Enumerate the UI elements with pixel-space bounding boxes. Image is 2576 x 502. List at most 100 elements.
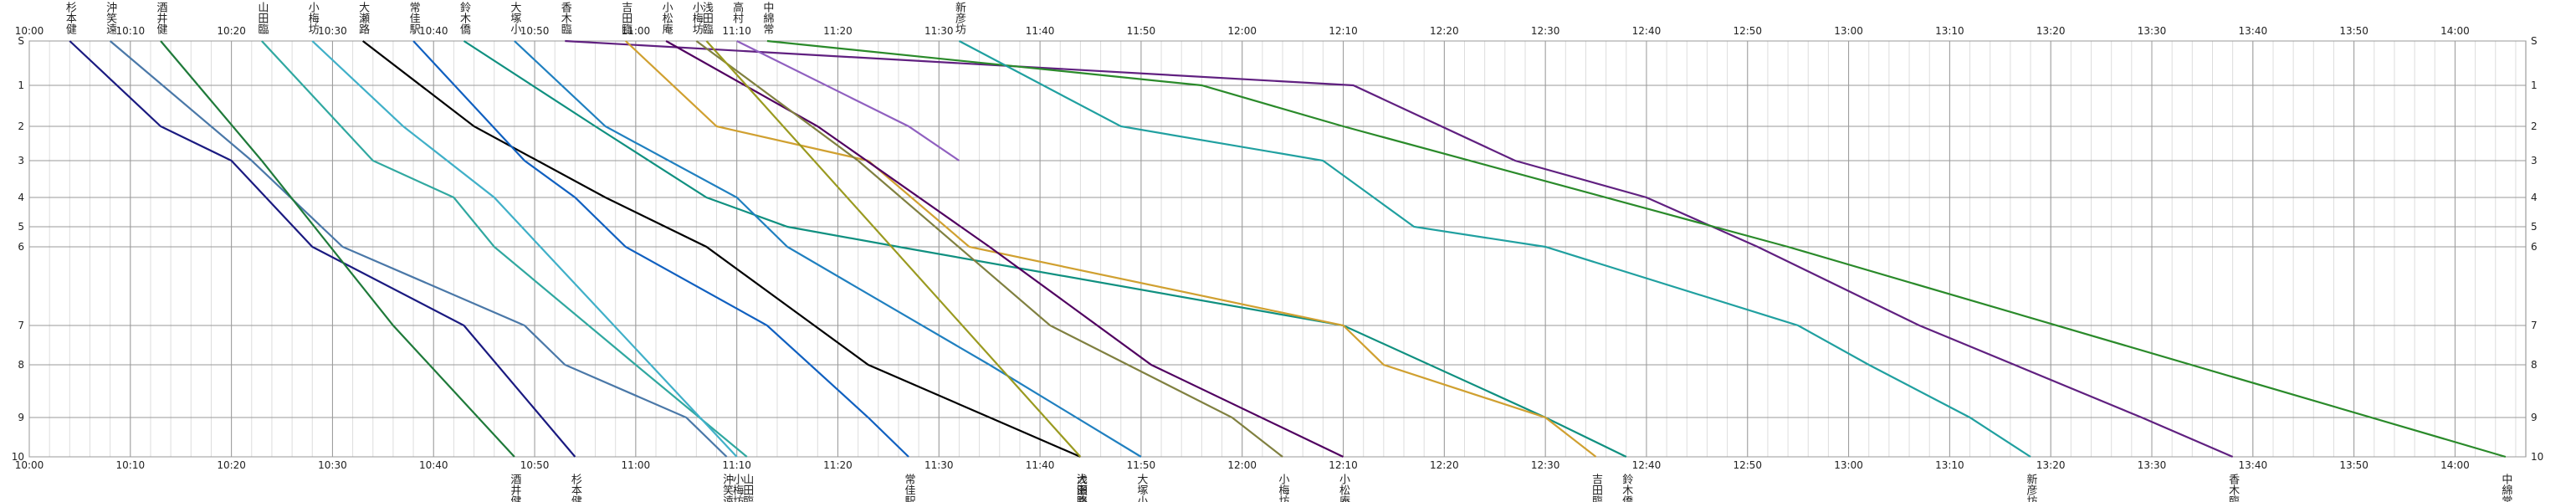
y-tick-label-left: 8 xyxy=(18,359,24,371)
x-tick-label-top: 11:00 xyxy=(622,25,651,37)
x-tick-label-bottom: 10:20 xyxy=(217,459,246,471)
x-tick-label-bottom: 13:00 xyxy=(1834,459,1863,471)
train-label-bottom: 香木臨 xyxy=(2226,474,2240,502)
y-tick-label-right: 2 xyxy=(2531,120,2538,132)
train-label-top: 香木臨 xyxy=(559,2,572,34)
train-line xyxy=(565,39,2234,458)
y-tick-label-left: 2 xyxy=(18,120,24,132)
y-tick-label-right: 4 xyxy=(2531,192,2538,203)
y-tick-label-left: 5 xyxy=(18,221,24,233)
y-tick-label-left: 7 xyxy=(18,320,24,331)
train-label-top: 大瀬路 xyxy=(356,2,370,34)
y-tick-label-right: S xyxy=(2531,35,2538,47)
x-tick-label-bottom: 11:50 xyxy=(1127,459,1156,471)
x-tick-label-top: 13:40 xyxy=(2239,25,2268,37)
train-label-top: 山田臨 xyxy=(255,2,269,34)
x-tick-label-top: 12:10 xyxy=(1329,25,1358,37)
x-tick-label-top: 11:20 xyxy=(823,25,853,37)
train-label-bottom: 鈴木僑 xyxy=(1620,474,1633,502)
y-tick-label-left: 4 xyxy=(18,192,24,203)
x-tick-label-bottom: 11:00 xyxy=(622,459,651,471)
train-label-bottom: 中綿常 xyxy=(2499,474,2512,502)
plot-frame xyxy=(28,40,2527,458)
x-tick-label-bottom: 12:40 xyxy=(1632,459,1662,471)
train-label-top: 小梅坊 xyxy=(306,2,320,35)
x-tick-label-top: 10:40 xyxy=(419,25,448,37)
x-tick-label-top: 13:50 xyxy=(2339,25,2369,37)
x-tick-label-bottom: 10:40 xyxy=(419,459,448,471)
y-tick-label-left: 9 xyxy=(18,412,24,423)
x-tick-label-top: 11:30 xyxy=(924,25,954,37)
y-tick-label-left: S xyxy=(18,35,24,47)
x-tick-label-top: 13:10 xyxy=(1935,25,1964,37)
train-label-bottom: 大塚小 xyxy=(1134,474,1148,502)
train-line xyxy=(362,40,1081,458)
train-line xyxy=(160,40,515,458)
x-tick-label-top: 10:10 xyxy=(116,25,146,37)
train-line xyxy=(705,40,1082,458)
x-tick-label-top: 10:50 xyxy=(520,25,550,37)
x-tick-label-top: 10:20 xyxy=(217,25,246,37)
x-tick-label-bottom: 14:00 xyxy=(2440,459,2470,471)
train-label-top: 常佳駅 xyxy=(407,2,421,35)
train-label-top: 大塚小 xyxy=(508,2,521,35)
x-tick-label-bottom: 10:10 xyxy=(116,459,146,471)
train-label-top: 浅田臨 xyxy=(700,2,714,34)
train-line xyxy=(69,40,576,458)
y-tick-label-left: 3 xyxy=(18,155,24,166)
train-label-top: 中綿常 xyxy=(761,2,774,34)
train-line xyxy=(412,40,909,458)
train-line xyxy=(261,40,748,458)
x-tick-label-bottom: 13:30 xyxy=(2138,459,2167,471)
x-tick-label-top: 12:20 xyxy=(1430,25,1459,37)
y-tick-label-right: 1 xyxy=(2531,79,2538,91)
x-tick-label-bottom: 12:10 xyxy=(1329,459,1358,471)
train-label-bottom: 浅田臨 xyxy=(1074,474,1088,502)
train-line xyxy=(766,39,2507,458)
x-tick-label-bottom: 10:50 xyxy=(520,459,550,471)
train-label-bottom: 小梅坊 xyxy=(730,474,744,502)
y-tick-label-left: 1 xyxy=(18,79,24,91)
x-tick-label-top: 12:50 xyxy=(1733,25,1762,37)
x-tick-label-bottom: 11:30 xyxy=(924,459,954,471)
train-line xyxy=(695,40,1283,458)
x-tick-label-top: 13:30 xyxy=(2138,25,2167,37)
y-tick-label-right: 5 xyxy=(2531,221,2538,233)
train-line xyxy=(463,40,1627,458)
train-label-bottom: 大瀬路 xyxy=(1074,474,1088,502)
train-label-bottom: 常佳駅 xyxy=(903,474,916,502)
y-tick-label-right: 3 xyxy=(2531,155,2538,166)
train-label-top: 吉田臨 xyxy=(619,2,632,34)
x-tick-label-bottom: 11:20 xyxy=(823,459,853,471)
y-tick-label-right: 10 xyxy=(2531,451,2543,463)
x-tick-label-top: 10:00 xyxy=(15,25,44,37)
x-tick-label-bottom: 10:00 xyxy=(15,459,44,471)
train-line xyxy=(736,40,960,161)
train-label-top: 鈴木僑 xyxy=(458,2,471,34)
x-tick-label-top: 12:00 xyxy=(1227,25,1257,37)
x-tick-label-bottom: 13:10 xyxy=(1935,459,1964,471)
y-tick-label-left: 10 xyxy=(12,451,24,463)
y-tick-label-left: 6 xyxy=(18,241,24,253)
train-label-top: 酒井健 xyxy=(155,2,168,35)
x-tick-label-bottom: 11:10 xyxy=(722,459,751,471)
x-tick-label-top: 13:20 xyxy=(2036,25,2066,37)
train-label-top: 高村 xyxy=(730,1,744,23)
train-line xyxy=(958,40,2031,458)
x-tick-label-bottom: 13:40 xyxy=(2239,459,2268,471)
train-line xyxy=(514,40,1142,458)
x-tick-label-bottom: 11:40 xyxy=(1026,459,1055,471)
y-tick-label-right: 8 xyxy=(2531,359,2538,371)
x-tick-label-bottom: 12:20 xyxy=(1430,459,1459,471)
x-tick-label-top: 10:30 xyxy=(318,25,347,37)
train-label-top: 沖笑遠 xyxy=(104,2,117,35)
y-tick-label-right: 9 xyxy=(2531,412,2538,423)
train-label-bottom: 吉田臨 xyxy=(1590,474,1603,502)
x-tick-label-bottom: 10:30 xyxy=(318,459,347,471)
x-tick-label-bottom: 12:50 xyxy=(1733,459,1762,471)
train-line xyxy=(311,40,738,458)
x-tick-label-top: 11:10 xyxy=(722,25,751,37)
y-tick-label-right: 7 xyxy=(2531,320,2538,331)
x-tick-label-top: 12:40 xyxy=(1632,25,1662,37)
